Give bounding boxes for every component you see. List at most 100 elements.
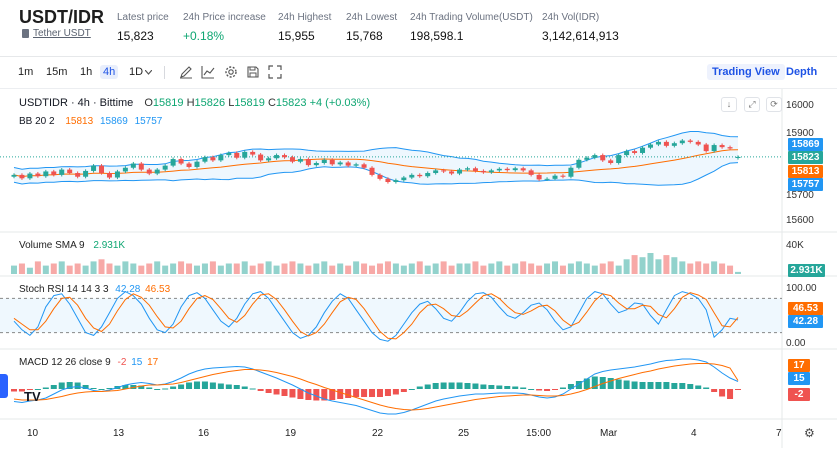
price-tick-15700: 15700	[786, 190, 814, 201]
macd-histogram-bar	[106, 388, 113, 389]
volume-bar	[567, 263, 574, 274]
candle	[321, 159, 327, 163]
stoch-tick-0: 0.00	[786, 338, 806, 349]
candle	[457, 169, 463, 174]
volume-bar	[50, 263, 57, 274]
collapse-pane-icon[interactable]: ↓	[721, 97, 737, 112]
macd-histogram-bar	[544, 389, 551, 391]
candle	[99, 165, 105, 174]
timeframe-4h[interactable]: 4h	[100, 65, 119, 79]
stat-latest-price: Latest price 15,823	[117, 12, 169, 43]
candle	[472, 168, 478, 171]
asset-icon	[22, 29, 29, 38]
timeframe-1h[interactable]: 1h	[80, 66, 93, 78]
fullscreen-icon[interactable]	[268, 65, 282, 79]
candle	[425, 173, 431, 177]
volume-bar	[201, 263, 208, 274]
sidebar-toggle[interactable]	[0, 374, 8, 398]
macd-histogram-bar	[400, 389, 407, 392]
volume-bar	[456, 263, 463, 274]
candle	[735, 156, 741, 158]
chevron-down-icon[interactable]	[145, 70, 152, 75]
candle	[210, 157, 216, 161]
stoch-tick-100: 100.00	[786, 283, 817, 294]
tab-depth[interactable]: Depth	[786, 66, 818, 78]
tab-trading-view[interactable]: Trading View	[707, 64, 785, 80]
volume-bar	[607, 261, 614, 274]
macd-histogram-bar	[337, 389, 344, 399]
asset-link[interactable]: Tether USDT	[22, 28, 91, 39]
bb-lower-value: 15757	[134, 116, 163, 127]
volume-bar	[504, 265, 511, 274]
volume-bar	[98, 259, 105, 274]
bb-legend: BB 20 2 15813 15869 15757	[19, 116, 162, 127]
time-label: 13	[113, 428, 125, 439]
macd-histogram-bar	[26, 389, 33, 390]
timeframe-1m[interactable]: 1m	[18, 66, 34, 78]
volume-bar	[512, 263, 519, 274]
settings-gear-icon[interactable]	[224, 65, 238, 79]
candle	[329, 159, 335, 165]
candle	[146, 169, 152, 174]
macd-histogram-bar	[583, 378, 590, 389]
bb-label: BB 20 2	[19, 116, 55, 127]
volume-bar	[544, 263, 551, 274]
candle	[727, 147, 733, 149]
volume-bar	[289, 261, 296, 274]
macd-histogram-bar	[122, 385, 129, 389]
volume-bar	[679, 261, 686, 274]
stat-24h-highest: 24h Highest 15,955	[278, 12, 332, 43]
timeframe-1d[interactable]: 1D	[129, 66, 144, 78]
macd-signal-line	[13, 363, 739, 411]
candle	[695, 141, 701, 145]
volume-bar	[583, 263, 590, 274]
maximize-pane-icon[interactable]: ⤢	[744, 97, 760, 112]
chart-canvas[interactable]	[0, 89, 837, 448]
macd-histogram-bar	[647, 382, 654, 389]
volume-bar	[66, 265, 73, 274]
ohlc-change: +4 (+0.03%)	[309, 97, 371, 109]
volume-label: Volume SMA 9	[19, 240, 85, 251]
stoch-label: Stoch RSI 14 14 3 3	[19, 284, 109, 295]
volume-bar	[416, 261, 423, 274]
macd-histogram-bar	[178, 384, 185, 389]
macd-histogram-bar	[727, 389, 734, 399]
volume-bar	[663, 255, 670, 274]
volume-bar	[671, 257, 678, 274]
macd-histogram-bar	[679, 383, 686, 389]
stat-24h-volume-usdt: 24h Trading Volume(USDT) 198,598.1	[410, 12, 533, 43]
volume-bar	[448, 265, 455, 274]
volume-bar	[313, 263, 320, 274]
save-layout-icon[interactable]	[246, 65, 260, 79]
candle	[274, 155, 280, 159]
drawing-pen-icon[interactable]	[179, 65, 193, 79]
timeframe-15m[interactable]: 15m	[46, 66, 68, 78]
macd-histogram-bar	[281, 389, 288, 396]
volume-bar	[591, 265, 598, 274]
candle	[480, 170, 486, 173]
indicators-icon[interactable]	[201, 65, 215, 79]
macd-histogram-bar	[472, 383, 479, 389]
candle	[59, 169, 65, 175]
volume-bar	[281, 263, 288, 274]
candle	[584, 157, 590, 160]
macd-histogram-bar	[66, 382, 73, 389]
volume-bar	[559, 265, 566, 274]
macd-histogram-bar	[464, 383, 471, 389]
stoch-k-line	[13, 291, 739, 342]
volume-bar	[432, 263, 439, 274]
macd-hist-badge: -2	[788, 388, 810, 401]
macd-histogram-bar	[201, 381, 208, 389]
volume-bar	[735, 271, 741, 274]
macd-histogram-bar	[504, 386, 511, 389]
chart-area[interactable]: USDTIDR · 4h · Bittime O15819 H15826 L15…	[0, 88, 837, 448]
restore-pane-icon[interactable]: ⟳	[766, 97, 782, 112]
volume-bar	[74, 263, 81, 274]
axis-settings-icon[interactable]: ⚙	[804, 426, 815, 440]
macd-histogram-bar	[138, 385, 145, 389]
volume-bar	[552, 261, 559, 274]
volume-bar	[42, 265, 49, 274]
candle	[11, 174, 17, 177]
macd-histogram-bar	[663, 382, 670, 389]
macd-histogram-bar	[520, 387, 527, 389]
